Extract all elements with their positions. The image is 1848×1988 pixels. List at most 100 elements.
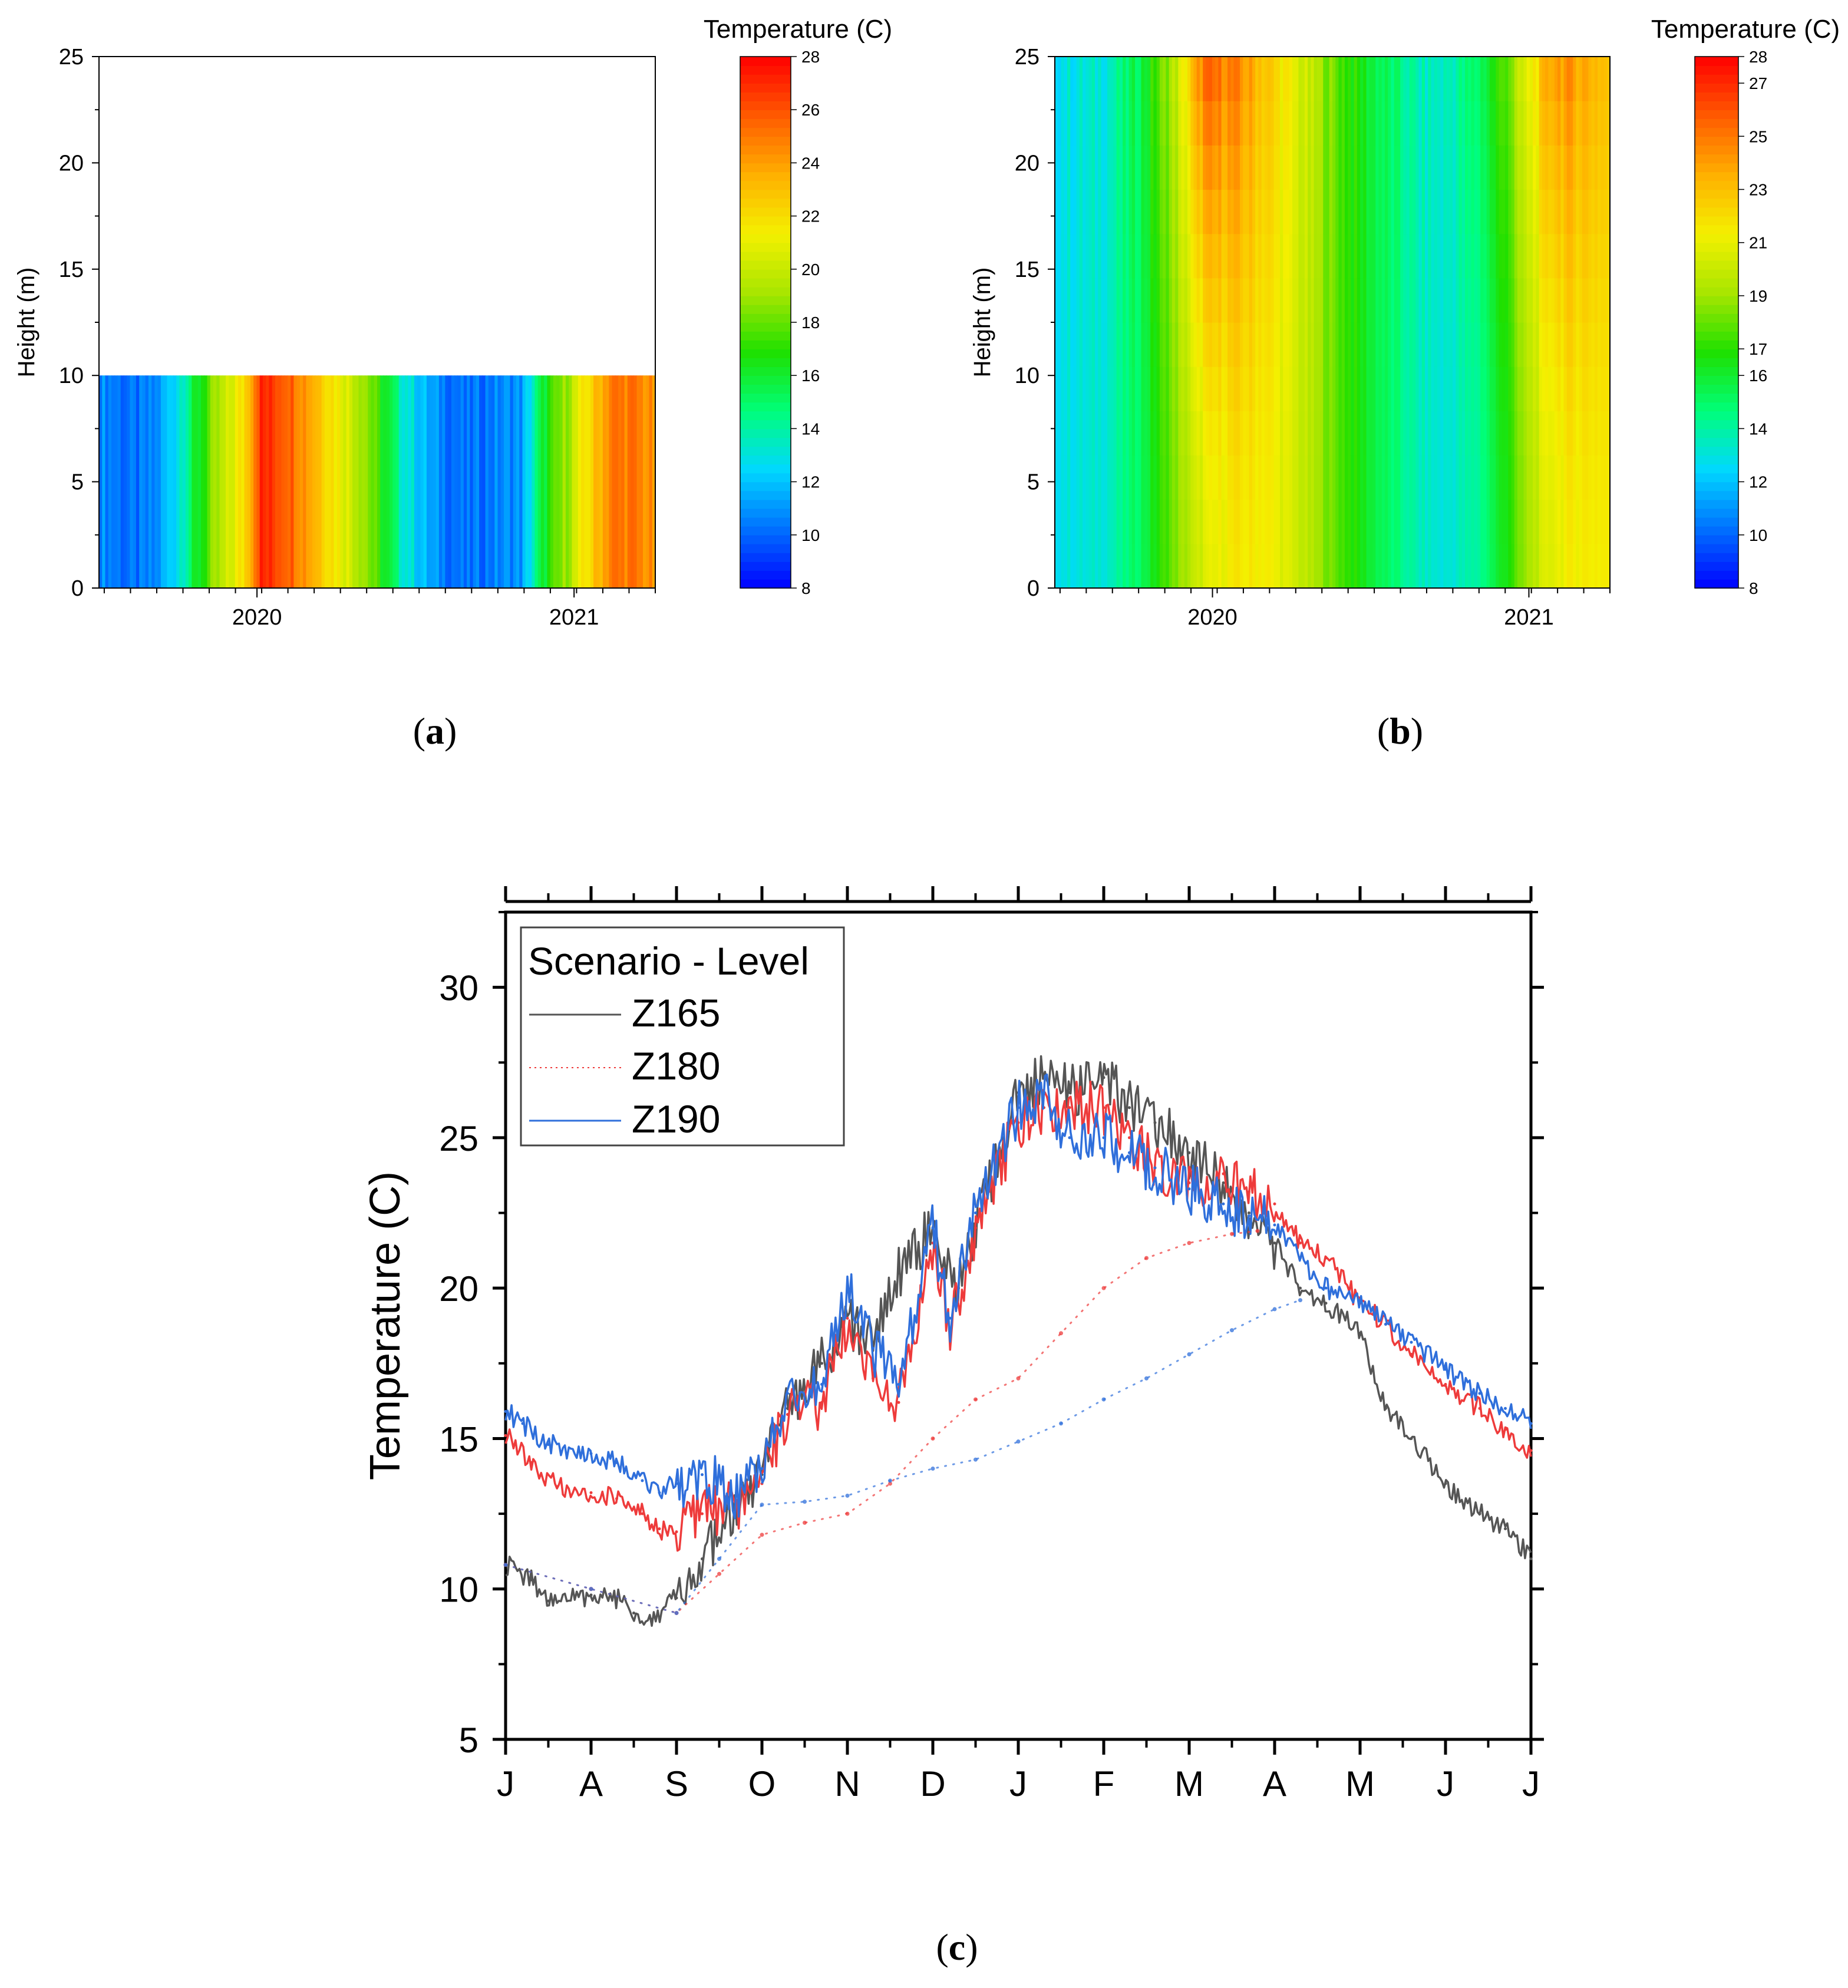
heatmap-column xyxy=(494,375,499,588)
heatmap-cell xyxy=(1166,145,1170,190)
heatmap-cell xyxy=(1227,101,1231,146)
heatmap-cell xyxy=(1153,411,1157,456)
heatmap-cell xyxy=(1517,322,1521,367)
heatmap-cell xyxy=(1415,499,1420,544)
heatmap-cell xyxy=(1119,322,1123,367)
heatmap-cell xyxy=(1212,411,1216,456)
heatmap-cell xyxy=(1403,455,1407,500)
heatmap-cell xyxy=(1283,145,1287,190)
heatmap-cell xyxy=(1461,499,1466,544)
heatmap-cell xyxy=(1443,499,1447,544)
heatmap-cell xyxy=(1073,233,1077,279)
heatmap-cell xyxy=(1169,57,1173,101)
heatmap-cell xyxy=(1545,455,1549,500)
heatmap-cell xyxy=(1088,145,1093,190)
heatmap-cell xyxy=(1314,366,1318,411)
heatmap-cell xyxy=(1351,189,1355,235)
heatmap-cell xyxy=(1606,189,1611,235)
heatmap-cell xyxy=(1468,411,1472,456)
y-tick-label: 20 xyxy=(1015,151,1040,176)
heatmap-cell xyxy=(1110,411,1114,456)
heatmap-cell xyxy=(1289,366,1293,411)
heatmap-cell xyxy=(1483,189,1487,235)
data-point xyxy=(846,1316,849,1320)
heatmap-cell xyxy=(1283,233,1287,279)
data-point xyxy=(1444,1383,1447,1386)
heatmap-cell xyxy=(1366,455,1370,500)
heatmap-cell xyxy=(1107,322,1111,367)
heatmap-cell xyxy=(1477,57,1481,101)
heatmap-cell xyxy=(1418,366,1423,411)
heatmap-cell xyxy=(1545,278,1549,323)
heatmap-cell xyxy=(1378,366,1382,411)
heatmap-cell xyxy=(1413,499,1416,544)
heatmap-cell xyxy=(1573,499,1577,544)
heatmap-column xyxy=(213,375,217,588)
heatmap-cell xyxy=(1055,543,1058,589)
heatmap-cell xyxy=(1496,189,1500,235)
heatmap-cell xyxy=(1320,366,1324,411)
heatmap-cell xyxy=(1264,278,1268,323)
heatmap-cell xyxy=(1332,543,1336,589)
heatmap-cell xyxy=(1316,499,1321,544)
heatmap-cell xyxy=(1212,57,1216,101)
heatmap-cell xyxy=(1453,543,1456,589)
heatmap-cell xyxy=(1230,278,1235,323)
heatmap-cell xyxy=(1598,233,1601,279)
heatmap-cell xyxy=(1212,189,1216,235)
heatmap-cell xyxy=(1335,499,1339,544)
heatmap-cell xyxy=(1147,233,1151,279)
heatmap-cell xyxy=(1415,322,1420,367)
heatmap-cell xyxy=(1594,322,1598,367)
heatmap-cell xyxy=(1579,278,1583,323)
heatmap-cell xyxy=(1588,189,1592,235)
heatmap-cell xyxy=(1215,278,1219,323)
heatmap-cell xyxy=(1563,101,1568,146)
heatmap-column xyxy=(516,375,520,588)
heatmap-cell xyxy=(1520,189,1524,235)
heatmap-cell xyxy=(1101,455,1105,500)
heatmap-cell xyxy=(1514,322,1518,367)
heatmap-cell xyxy=(1335,233,1339,279)
heatmap-cell xyxy=(1107,233,1111,279)
heatmap-cell xyxy=(1425,189,1428,235)
heatmap-cell xyxy=(1236,278,1240,323)
heatmap-cell xyxy=(1603,543,1608,589)
heatmap-cell xyxy=(1270,322,1275,367)
heatmap-cell xyxy=(1304,145,1308,190)
heatmap-cell xyxy=(1196,233,1200,279)
heatmap-cell xyxy=(1434,233,1438,279)
heatmap-cell xyxy=(1526,145,1530,190)
colorbar-segment xyxy=(740,65,791,75)
heatmap-cell xyxy=(1193,499,1197,544)
heatmap-cell xyxy=(1181,455,1185,500)
heatmap-cell xyxy=(1227,322,1231,367)
colorbar-segment xyxy=(1695,127,1738,137)
heatmap-cell xyxy=(1255,145,1259,190)
data-point xyxy=(1068,1091,1071,1094)
heatmap-cell xyxy=(1064,411,1068,456)
heatmap-cell xyxy=(1153,233,1157,279)
heatmap-cell xyxy=(1496,233,1500,279)
heatmap-cell xyxy=(1569,322,1573,367)
heatmap-cell xyxy=(1588,411,1592,456)
heatmap-cell xyxy=(1348,455,1351,500)
heatmap-column xyxy=(123,375,127,588)
heatmap-column xyxy=(185,375,189,588)
heatmap-cell xyxy=(1221,278,1225,323)
heatmap-cell xyxy=(1138,189,1142,235)
heatmap-cell xyxy=(1394,145,1398,190)
heatmap-cell xyxy=(1070,322,1074,367)
y-tick-label: 25 xyxy=(439,1119,478,1158)
heatmap-column xyxy=(204,375,208,588)
legend-label-Z165: Z165 xyxy=(632,991,720,1035)
heatmap-cell xyxy=(1520,366,1524,411)
heatmap-cell xyxy=(1141,455,1145,500)
heatmap-cell xyxy=(1276,411,1281,456)
heatmap-cell xyxy=(1338,145,1342,190)
heatmap-cell xyxy=(1388,366,1392,411)
heatmap-column xyxy=(454,375,458,588)
heatmap-cell xyxy=(1369,57,1373,101)
colorbar-segment xyxy=(1695,437,1738,447)
heatmap-cell xyxy=(1119,233,1123,279)
